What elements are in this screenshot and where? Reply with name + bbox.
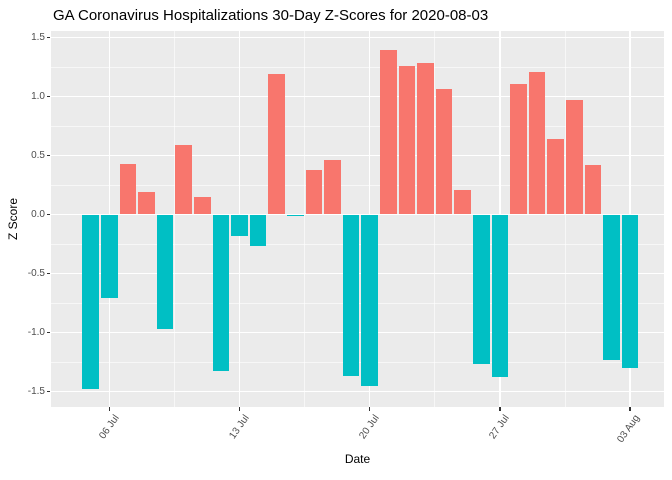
x-tick-mark-03 Aug (629, 407, 631, 411)
gridline-major-y-0.5 (51, 154, 664, 157)
y-tick-label--1.5: -1.5 (27, 385, 45, 397)
x-tick-label-13 Jul: 13 Jul (227, 413, 252, 442)
bar-2020-08-03 (621, 214, 639, 368)
bar-2020-08-01 (584, 164, 602, 215)
bar-2020-08-02 (603, 214, 620, 360)
y-tick-label-0.5: 0.5 (31, 149, 45, 161)
bar-2020-07-24 (435, 89, 453, 215)
y-tick-mark-0 (47, 213, 50, 216)
y-tick-label-1.5: 1.5 (31, 31, 45, 43)
gridline-major-y-1.5 (51, 36, 664, 39)
bar-2020-07-16 (286, 214, 304, 216)
gridline-minor-x-4.5 (174, 31, 175, 407)
bar-2020-07-30 (547, 138, 565, 215)
bar-2020-07-28 (510, 83, 527, 215)
bar-2020-07-06 (100, 214, 118, 299)
bar-2020-07-23 (417, 63, 434, 215)
gridline-minor-x-11.5 (304, 31, 306, 407)
bar-2020-07-21 (379, 50, 397, 215)
bar-2020-07-20 (361, 214, 379, 386)
bar-2020-07-29 (528, 71, 546, 215)
bar-2020-07-25 (454, 189, 472, 215)
bar-2020-07-07 (119, 163, 137, 215)
y-tick-mark--1 (47, 331, 50, 334)
x-tick-label-03 Aug: 03 Aug (615, 413, 643, 445)
x-tick-mark-27 Jul (499, 407, 501, 411)
y-tick-label--1: -1.0 (27, 326, 45, 338)
x-tick-mark-20 Jul (368, 407, 371, 411)
bar-2020-07-10 (175, 144, 193, 215)
gridline-minor-x-25.5 (564, 31, 566, 407)
y-tick-label--0.5: -0.5 (27, 267, 45, 279)
bar-2020-07-13 (231, 214, 248, 236)
bar-2020-07-26 (472, 214, 490, 365)
y-tick-mark-1 (47, 95, 50, 98)
bar-2020-07-09 (156, 214, 174, 329)
x-axis-title: Date (344, 452, 371, 466)
y-tick-mark--1.5 (47, 390, 50, 393)
gridline-minor-y-0.25 (51, 184, 664, 186)
chart-title: GA Coronavirus Hospitalizations 30-Day Z… (53, 7, 489, 24)
y-tick-label-0: 0.0 (31, 208, 45, 220)
plot-panel (51, 31, 664, 407)
bar-2020-07-12 (212, 214, 230, 372)
bar-2020-07-05 (82, 214, 100, 390)
bar-2020-07-17 (305, 169, 323, 215)
bar-2020-07-19 (342, 214, 360, 377)
bar-2020-07-18 (324, 160, 341, 215)
bar-2020-07-27 (491, 214, 509, 378)
gridline-minor-y-1.25 (51, 66, 664, 68)
gridline-minor-y-0.75 (51, 125, 664, 127)
y-tick-mark-0.5 (47, 154, 50, 157)
y-axis-title: Z Score (6, 197, 20, 241)
x-tick-label-06 Jul: 06 Jul (96, 413, 122, 442)
bar-2020-07-14 (249, 214, 267, 247)
bar-2020-07-22 (398, 65, 416, 215)
gridline-minor-x-18.5 (434, 31, 436, 407)
gridline-major-y-1 (51, 95, 664, 98)
x-tick-mark-13 Jul (238, 407, 241, 411)
x-tick-mark-06 Jul (108, 407, 111, 411)
bar-2020-07-08 (138, 192, 155, 215)
x-tick-label-27 Jul: 27 Jul (487, 413, 512, 442)
bar-2020-07-31 (565, 100, 583, 215)
x-tick-label-20 Jul: 20 Jul (357, 413, 382, 442)
bar-2020-07-11 (193, 196, 211, 215)
y-tick-mark--0.5 (47, 272, 50, 275)
bar-2020-07-15 (268, 74, 286, 215)
y-tick-label-1: 1.0 (31, 90, 45, 102)
gridline-major-y--1.5 (51, 390, 664, 393)
y-tick-mark-1.5 (47, 36, 50, 39)
